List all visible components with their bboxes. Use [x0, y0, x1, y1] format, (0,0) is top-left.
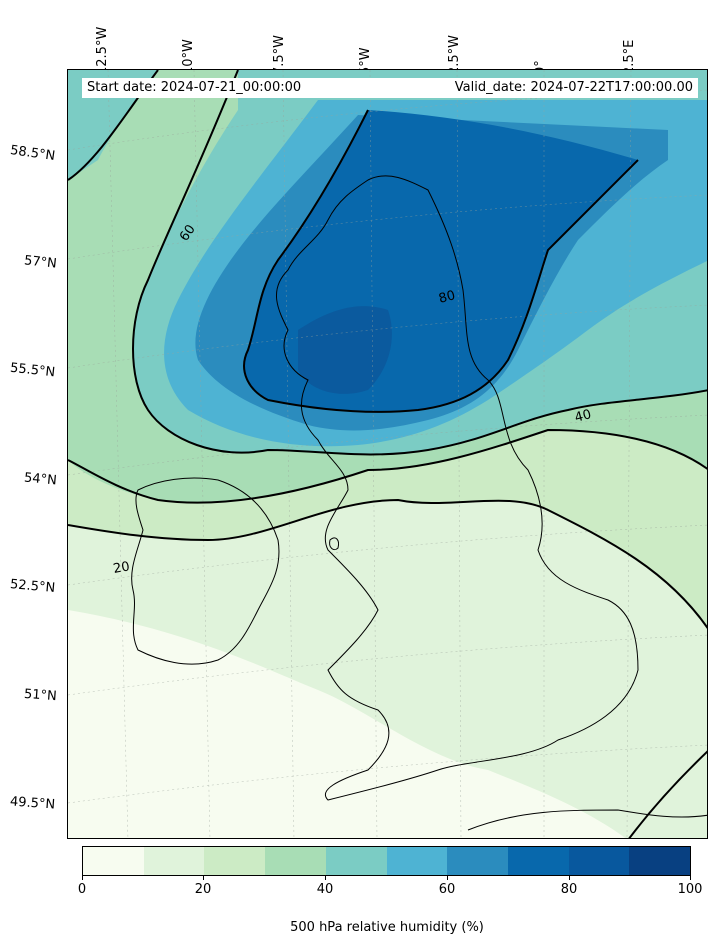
colorbar-segment-8	[568, 847, 630, 875]
lat-label-49.5n: 49.5°N	[9, 794, 56, 813]
colorbar-tick-label-60: 60	[438, 882, 456, 897]
contour-40	[68, 428, 707, 504]
colorbar-tick-60	[447, 876, 448, 880]
humidity-map: 20 40 60 80	[68, 70, 707, 838]
colorbar-tick-label-0: 0	[77, 882, 87, 897]
colorbar-segment-7	[507, 847, 569, 875]
colorbar-tick-20	[203, 876, 204, 880]
valid-date-label: Valid_date: 2024-07-22T17:00:00.00	[426, 78, 698, 98]
contour-20-se	[628, 750, 707, 838]
contour-60	[132, 70, 707, 456]
colorbar-segment-3	[265, 847, 326, 875]
coast-france	[467, 809, 707, 831]
lat-label-58.5n: 58.5°N	[9, 142, 56, 165]
colorbar-segment-1	[143, 847, 205, 875]
contour-20	[68, 498, 707, 629]
start-date-label: Start date: 2024-07-21_00:00:00	[82, 78, 492, 98]
colorbar-tick-0	[82, 876, 83, 880]
contour-label-40: 40	[573, 407, 593, 426]
colorbar-tick-label-40: 40	[316, 882, 334, 897]
contour-label-20: 20	[112, 559, 131, 577]
lat-label-55.5n: 55.5°N	[9, 360, 56, 381]
lat-label-54n: 54°N	[23, 470, 58, 489]
coast-ireland	[131, 477, 280, 665]
lon-label-12.5w: 12.5°W	[95, 26, 110, 75]
colorbar-segment-9	[629, 847, 691, 875]
colorbar-segment-5	[386, 847, 448, 875]
contours	[68, 70, 707, 838]
coast-isle-of-man	[329, 537, 339, 551]
colorbar-tick-100	[690, 876, 691, 880]
coastlines	[131, 175, 707, 831]
colorbar-segment-0	[83, 847, 144, 875]
colorbar-title: 500 hPa relative humidity (%)	[290, 920, 484, 935]
colorbar-tick-label-80: 80	[560, 882, 578, 897]
colorbar-segment-4	[325, 847, 387, 875]
fill-80-90	[298, 306, 392, 394]
colorbar	[82, 846, 691, 876]
coast-great-britain	[275, 175, 639, 801]
colorbar-tick-label-100: 100	[677, 882, 703, 897]
colorbar-tick-label-20: 20	[194, 882, 212, 897]
contour-80	[243, 109, 639, 413]
lat-label-52.5n: 52.5°N	[9, 577, 56, 596]
colorbar-segment-6	[447, 847, 508, 875]
contour-label-80: 80	[437, 288, 457, 307]
colorbar-tick-40	[325, 876, 326, 880]
lat-label-57n: 57°N	[23, 253, 58, 272]
colorbar-tick-80	[569, 876, 570, 880]
colorbar-segment-2	[204, 847, 266, 875]
map-panel[interactable]: 20 40 60 80	[67, 69, 708, 839]
lat-label-51n: 51°N	[23, 686, 58, 705]
